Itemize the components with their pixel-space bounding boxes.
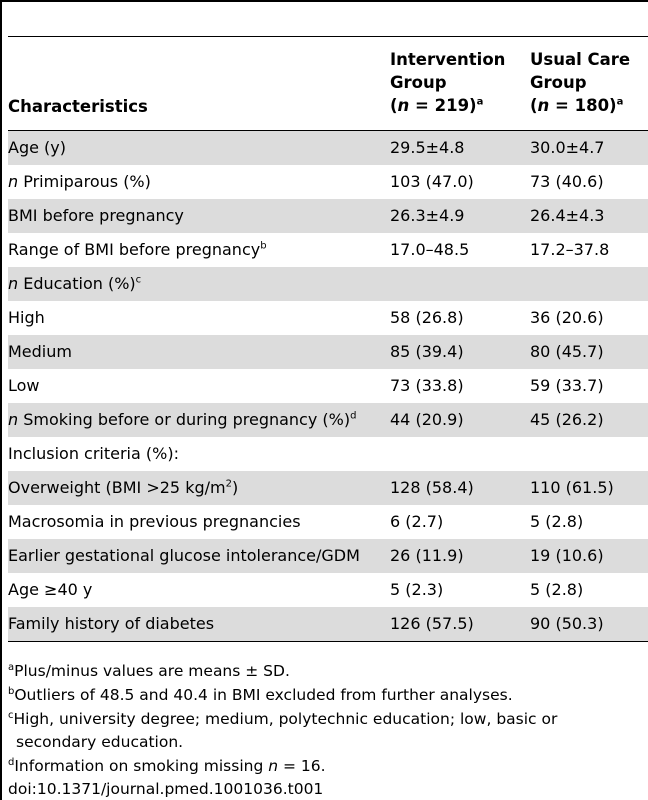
usual-care-value: 17.2–37.8 (530, 240, 610, 259)
header-characteristics: Characteristics (8, 97, 148, 116)
usual-care-value: 73 (40.6) (530, 172, 604, 191)
usual-care-value: 5 (2.8) (530, 512, 584, 531)
row-label: Low (8, 376, 40, 395)
intervention-value: 17.0–48.5 (390, 240, 470, 259)
table-row: BMI before pregnancy 26.3±4.9 26.4±4.3 (8, 199, 648, 233)
table-row: Inclusion criteria (%): (8, 437, 648, 471)
table-row: High 58 (26.8) 36 (20.6) (8, 301, 648, 335)
row-label: Family history of diabetes (8, 614, 215, 633)
row-label: High (8, 308, 45, 327)
intervention-value: 103 (47.0) (390, 172, 474, 191)
table-row: n Smoking before or during pregnancy (%)… (8, 403, 648, 437)
usual-care-value: 19 (10.6) (530, 546, 604, 565)
table-row: Overweight (BMI >25 kg/m2) 128 (58.4) 11… (8, 471, 648, 505)
usual-care-value: 80 (45.7) (530, 342, 604, 361)
header-top-rule (8, 36, 648, 37)
usual-care-value: 59 (33.7) (530, 376, 604, 395)
table-row: Macrosomia in previous pregnancies 6 (2.… (8, 505, 648, 539)
footnote-marker: a (476, 96, 484, 108)
row-label: Earlier gestational glucose intolerance/… (8, 546, 360, 565)
row-label: Medium (8, 342, 72, 361)
table-row: Age ≥40 y 5 (2.3) 5 (2.8) (8, 573, 648, 607)
header-intervention-line1: Intervention (390, 50, 506, 69)
n-italic: n (397, 96, 410, 115)
n-value: = 180) (549, 96, 617, 115)
top-border (0, 0, 648, 2)
footnote: dInformation on smoking missing n = 16. (8, 756, 326, 775)
n-italic: n (537, 96, 550, 115)
intervention-value: 29.5±4.8 (390, 138, 465, 157)
row-label: Range of BMI before pregnancyb (8, 240, 267, 259)
header-usual-line1: Usual Care (530, 50, 631, 69)
table-row: Earlier gestational glucose intolerance/… (8, 539, 648, 573)
header-intervention-line2: Group (390, 73, 447, 92)
table-row: Low 73 (33.8) 59 (33.7) (8, 369, 648, 403)
left-border (0, 0, 2, 800)
intervention-value: 5 (2.3) (390, 580, 444, 599)
intervention-value: 85 (39.4) (390, 342, 464, 361)
row-label: Overweight (BMI >25 kg/m2) (8, 478, 239, 497)
table-row: Age (y) 29.5±4.8 30.0±4.7 (8, 131, 648, 165)
row-label: Age ≥40 y (8, 580, 93, 599)
usual-care-value: 90 (50.3) (530, 614, 604, 633)
row-label: n Education (%)c (8, 274, 142, 293)
row-label: Macrosomia in previous pregnancies (8, 512, 301, 531)
n-value: = 219) (409, 96, 477, 115)
header-usual-care: Usual Care Group (n = 180)a (530, 48, 630, 117)
table-row: Range of BMI before pregnancyb 17.0–48.5… (8, 233, 648, 267)
header-intervention: Intervention Group (n = 219)a (390, 48, 505, 117)
footnote: cHigh, university degree; medium, polyte… (8, 709, 558, 728)
row-label: Age (y) (8, 138, 66, 157)
table-row: Medium 85 (39.4) 80 (45.7) (8, 335, 648, 369)
footnote-continuation: secondary education. (16, 733, 184, 751)
footnote: bOutliers of 48.5 and 40.4 in BMI exclud… (8, 685, 513, 704)
intervention-value: 44 (20.9) (390, 410, 464, 429)
usual-care-value: 45 (26.2) (530, 410, 604, 429)
footnote: aPlus/minus values are means ± SD. (8, 661, 290, 680)
row-label: Inclusion criteria (%): (8, 444, 179, 463)
header-usual-line2: Group (530, 73, 587, 92)
row-label: n Primiparous (%) (8, 172, 151, 191)
row-label: BMI before pregnancy (8, 206, 184, 225)
usual-care-value: 5 (2.8) (530, 580, 584, 599)
intervention-value: 26.3±4.9 (390, 206, 465, 225)
header-bottom-rule (8, 130, 648, 131)
intervention-value: 126 (57.5) (390, 614, 474, 633)
table-row: Family history of diabetes 126 (57.5) 90… (8, 607, 648, 641)
row-label: n Smoking before or during pregnancy (%)… (8, 410, 357, 429)
table-bottom-rule (8, 641, 648, 642)
table-row: n Primiparous (%) 103 (47.0) 73 (40.6) (8, 165, 648, 199)
usual-care-value: 36 (20.6) (530, 308, 604, 327)
table-header: Characteristics Intervention Group (n = … (8, 37, 648, 131)
usual-care-value: 30.0±4.7 (530, 138, 605, 157)
header-usual-n: (n = 180)a (530, 96, 624, 115)
usual-care-value: 26.4±4.3 (530, 206, 605, 225)
table-row: n Education (%)c (8, 267, 648, 301)
footnote-marker: a (616, 96, 624, 108)
intervention-value: 58 (26.8) (390, 308, 464, 327)
intervention-value: 26 (11.9) (390, 546, 464, 565)
doi-link[interactable]: doi:10.1371/journal.pmed.1001036.t001 (8, 780, 324, 798)
intervention-value: 128 (58.4) (390, 478, 474, 497)
header-intervention-n: (n = 219)a (390, 96, 484, 115)
intervention-value: 6 (2.7) (390, 512, 444, 531)
usual-care-value: 110 (61.5) (530, 478, 614, 497)
intervention-value: 73 (33.8) (390, 376, 464, 395)
